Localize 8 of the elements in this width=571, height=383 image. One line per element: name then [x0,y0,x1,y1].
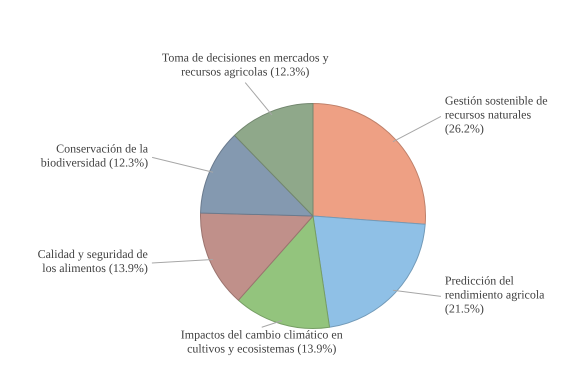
data-label: (21.5%) [444,302,484,316]
slice-label: Impactos del cambio climático en cultivos y ecosistemas (13.9%) [180,327,343,356]
slice-label: Gestión sostenible de recursos naturales [444,94,548,122]
slice-label: Predicción del rendimiento agricola [444,274,546,302]
slice-label: Toma de decisiones en mercados y recursos agricolas (12.3%) [162,50,329,79]
slice-label: Calidad y seguridad de los alimentos (13.9%) [38,247,148,276]
data-label: (26.2%) [444,122,484,136]
slice-label: Conservación de la biodiversidad (12.3%) [40,141,149,170]
